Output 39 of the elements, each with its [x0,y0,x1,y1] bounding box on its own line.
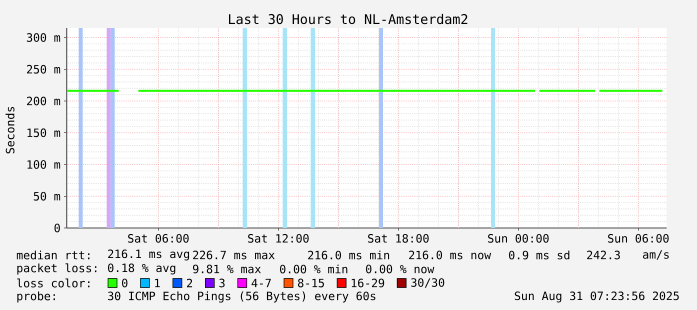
chart-title: Last 30 Hours to NL-Amsterdam2 [228,14,468,24]
text: 216.1 ms avg [108,250,190,260]
text: 30 ICMP Echo Pings (56 Bytes) every 60s [108,291,376,303]
text: Sun Aug 31 07:23:56 2025 [514,292,679,302]
legend-label: 1 [155,278,160,288]
legend-label: 30/30 [411,278,444,288]
y-tick-label: 150 m [28,128,60,138]
text: probe: [17,291,55,303]
x-tick-label: Sat 06:00 [128,234,189,243]
text: median rtt: [16,250,90,260]
y-tick-label: 200 m [27,96,60,106]
legend-label: 4-7 [252,278,271,288]
text: am/s [643,250,669,260]
text: 216.0 ms now [409,250,492,260]
y-tick-label: 0 [54,224,60,232]
x-tick-label: Sat 18:00 [368,234,429,243]
y-tick-label: 250 m [27,64,60,74]
x-tick-label: Sat 12:00 [248,234,309,243]
y-tick-label: 300 m [26,33,60,42]
y-tick-label: 100 m [28,160,60,169]
text: 9.81 % max [192,264,261,274]
legend-label: 8-15 [298,278,324,288]
text: 0.18 % avg [108,264,176,274]
y-tick-label: 50 m [34,192,60,201]
legend-label: 16-29 [352,278,384,288]
text: packet loss: [17,263,96,275]
text: 226.7 ms max [193,250,275,260]
text: 216.0 ms min [308,250,390,260]
legend-label: 0 [122,278,128,288]
x-tick-label: Sun 06:00 [608,234,669,243]
text: 0.00 % now [366,264,434,274]
text: 0.9 ms sd [509,250,570,260]
legend-title: loss color: [17,278,90,288]
text: 0.00 % min [280,264,348,274]
x-tick-label: Sun 00:00 [488,234,549,243]
legend-label: 3 [219,278,225,288]
legend-label: 2 [187,278,192,288]
y-axis-title: Seconds [6,106,14,154]
text: 242.3 [587,250,620,260]
